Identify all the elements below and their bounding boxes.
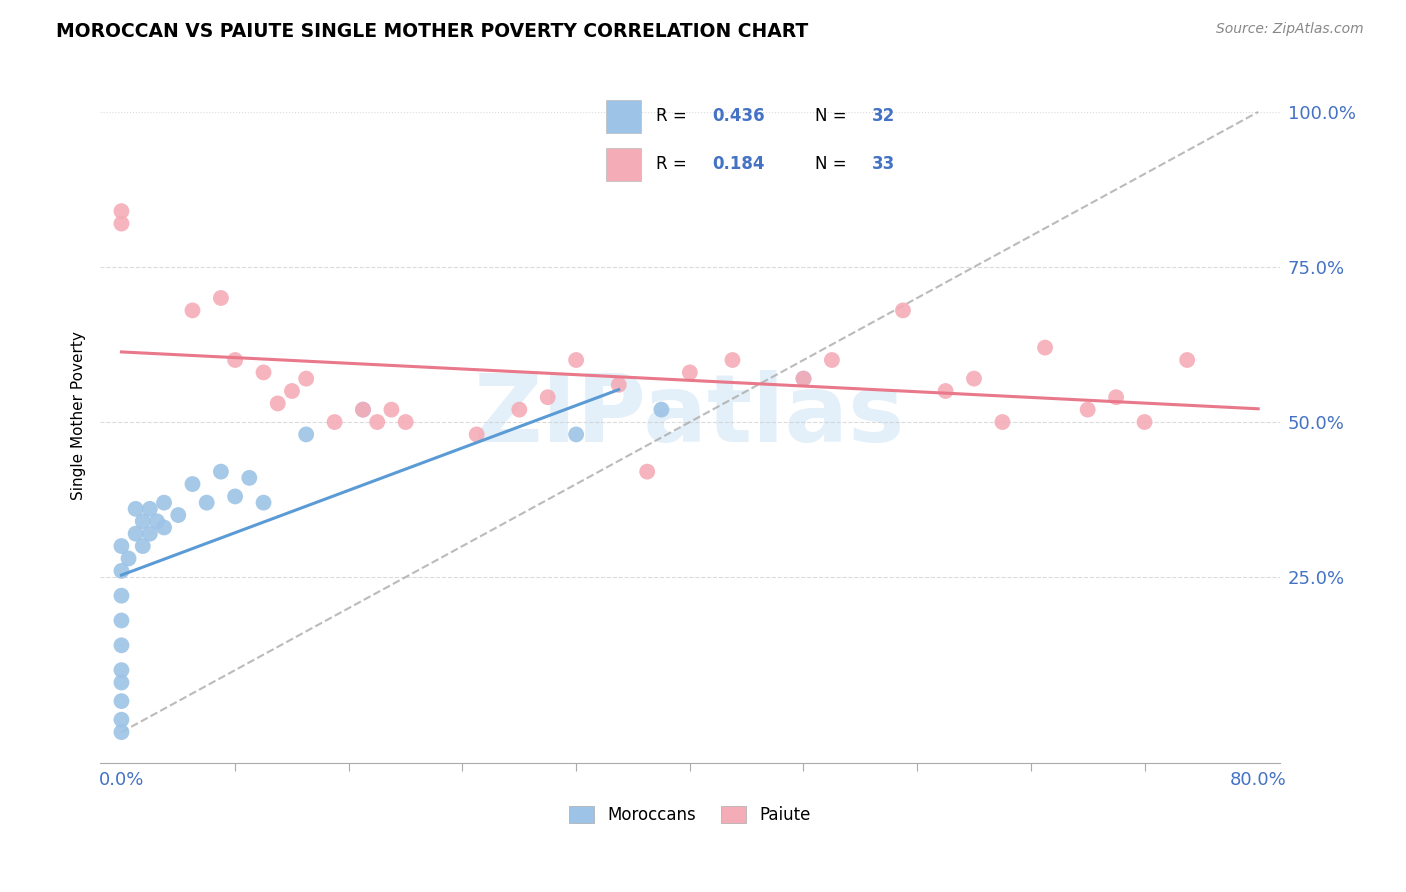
Point [679, 366, 702, 380]
Point [721, 353, 744, 368]
Point [295, 427, 318, 442]
Point [110, 539, 132, 553]
Point [139, 526, 162, 541]
Point [891, 303, 914, 318]
Point [132, 514, 155, 528]
Point [124, 526, 146, 541]
Point [117, 551, 139, 566]
Point [153, 520, 176, 534]
Legend: Moroccans, Paiute: Moroccans, Paiute [569, 806, 811, 824]
Point [110, 713, 132, 727]
Text: Source: ZipAtlas.com: Source: ZipAtlas.com [1216, 22, 1364, 37]
Point [1077, 402, 1099, 417]
Point [110, 675, 132, 690]
Point [607, 377, 630, 392]
Point [124, 501, 146, 516]
Point [323, 415, 346, 429]
Point [565, 427, 588, 442]
Point [209, 465, 232, 479]
Point [963, 371, 986, 385]
Point [1105, 390, 1128, 404]
Point [792, 371, 814, 385]
Point [110, 725, 132, 739]
Point [252, 366, 274, 380]
Point [792, 371, 814, 385]
Point [935, 384, 957, 398]
Point [110, 694, 132, 708]
Point [1133, 415, 1156, 429]
Point [110, 663, 132, 677]
Point [465, 427, 488, 442]
Point [1033, 341, 1056, 355]
Point [110, 638, 132, 652]
Point [110, 614, 132, 628]
Point [132, 539, 155, 553]
Point [395, 415, 418, 429]
Point [650, 402, 672, 417]
Point [153, 496, 176, 510]
Y-axis label: Single Mother Poverty: Single Mother Poverty [72, 332, 86, 500]
Point [537, 390, 560, 404]
Point [565, 353, 588, 368]
Point [238, 471, 260, 485]
Point [1175, 353, 1198, 368]
Point [110, 217, 132, 231]
Point [366, 415, 388, 429]
Point [380, 402, 402, 417]
Point [209, 291, 232, 305]
Point [295, 371, 318, 385]
Point [195, 496, 218, 510]
Point [146, 514, 169, 528]
Point [110, 564, 132, 578]
Point [352, 402, 374, 417]
Text: MOROCCAN VS PAIUTE SINGLE MOTHER POVERTY CORRELATION CHART: MOROCCAN VS PAIUTE SINGLE MOTHER POVERTY… [56, 22, 808, 41]
Point [139, 501, 162, 516]
Point [281, 384, 304, 398]
Point [181, 477, 204, 491]
Point [224, 490, 246, 504]
Point [991, 415, 1014, 429]
Point [267, 396, 290, 410]
Text: ZIPatlas: ZIPatlas [474, 370, 905, 462]
Point [508, 402, 530, 417]
Point [821, 353, 844, 368]
Point [352, 402, 374, 417]
Point [252, 496, 274, 510]
Point [110, 204, 132, 219]
Point [224, 353, 246, 368]
Point [110, 589, 132, 603]
Point [636, 465, 658, 479]
Point [167, 508, 190, 522]
Point [181, 303, 204, 318]
